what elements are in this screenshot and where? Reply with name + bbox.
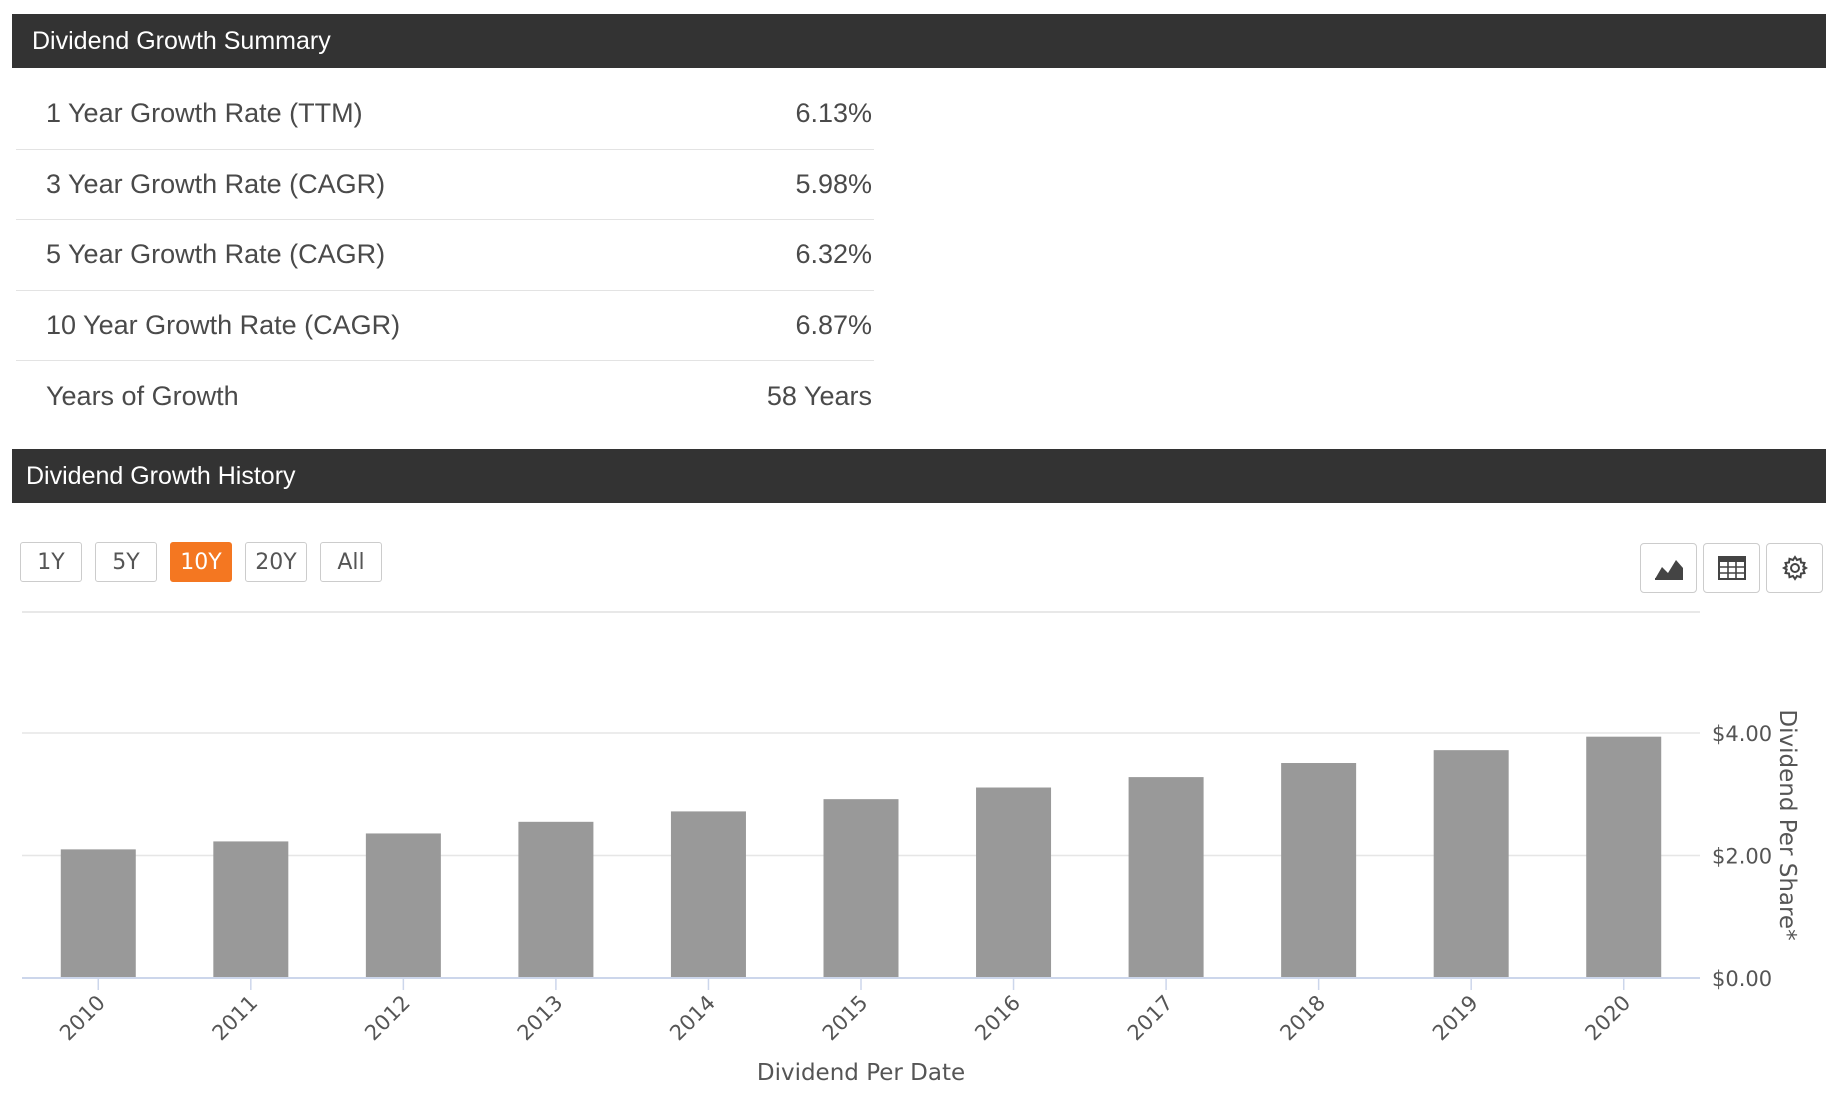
dividend-history-chart: 2010 2011 2012 2013 2014 2015 2016 2017 2018 2019… <box>22 611 1800 1086</box>
summary-row-label: 10 Year Growth Rate (CAGR) <box>46 309 401 340</box>
x-tick-label: 2018 <box>1275 991 1330 1046</box>
area-chart-icon <box>1654 560 1683 580</box>
x-tick-label: 2014 <box>665 991 720 1046</box>
x-tick-label: 2016 <box>970 991 1025 1046</box>
summary-row: 10 Year Growth Rate (CAGR) 6.87% <box>16 291 874 361</box>
bar-2017[interactable] <box>1128 777 1204 978</box>
x-tick-label: 2011 <box>208 991 263 1046</box>
x-tick-label: 2013 <box>513 991 568 1046</box>
history-header: Dividend Growth History <box>12 449 1826 503</box>
x-tick-label: 2015 <box>818 991 873 1046</box>
x-tick-label: 2010 <box>55 991 110 1046</box>
summary-row-value: 6.32% <box>795 239 872 270</box>
bar-2019[interactable] <box>1433 750 1509 978</box>
x-tick-label: 2017 <box>1123 991 1178 1046</box>
bar-2014[interactable] <box>670 811 746 978</box>
bar-2020[interactable] <box>1586 736 1662 978</box>
summary-row: Years of Growth 58 Years <box>16 361 874 432</box>
chart-toolbar <box>1640 543 1829 593</box>
summary-header: Dividend Growth Summary <box>12 14 1826 68</box>
history-title: Dividend Growth History <box>26 461 296 490</box>
bar-2018[interactable] <box>1281 763 1357 978</box>
summary-row-value: 58 Years <box>766 380 872 411</box>
bar-2013[interactable] <box>518 821 594 978</box>
table-icon <box>1717 556 1746 580</box>
chart-bars <box>60 736 1662 978</box>
bar-2012[interactable] <box>365 833 441 978</box>
summary-row-label: Years of Growth <box>46 380 239 411</box>
summary-table: 1 Year Growth Rate (TTM) 6.13% 3 Year Gr… <box>16 79 874 432</box>
x-tick-label: 2019 <box>1428 991 1483 1046</box>
y-axis-label: Dividend Per Share* <box>1774 709 1800 940</box>
x-axis-label: Dividend Per Date <box>757 1060 965 1086</box>
summary-title: Dividend Growth Summary <box>32 26 331 55</box>
summary-row: 5 Year Growth Rate (CAGR) 6.32% <box>16 220 874 291</box>
summary-row-value: 6.13% <box>795 98 872 129</box>
summary-row-label: 5 Year Growth Rate (CAGR) <box>46 239 386 270</box>
range-button-all[interactable]: All <box>320 542 382 582</box>
summary-row-value: 5.98% <box>795 168 872 199</box>
summary-row-label: 1 Year Growth Rate (TTM) <box>46 98 363 129</box>
x-tick-label: 2012 <box>360 991 415 1046</box>
x-axis-ticks: 2010 2011 2012 2013 2014 2015 2016 2017 2018 2019… <box>55 978 1635 1045</box>
summary-row: 3 Year Growth Rate (CAGR) 5.98% <box>16 150 874 220</box>
bar-2016[interactable] <box>976 787 1052 978</box>
x-tick-label: 2020 <box>1580 991 1635 1046</box>
range-button-20y[interactable]: 20Y <box>245 542 307 582</box>
range-button-5y[interactable]: 5Y <box>95 542 157 582</box>
y-axis-ticks: $0.00 $2.00 $4.00 <box>1712 722 1772 991</box>
range-selector: 1Y 5Y 10Y 20Y All <box>20 542 395 582</box>
table-view-button[interactable] <box>1703 543 1760 593</box>
summary-row-value: 6.87% <box>795 309 872 340</box>
bar-2015[interactable] <box>823 799 899 978</box>
y-tick-label: $0.00 <box>1712 967 1772 991</box>
range-button-1y[interactable]: 1Y <box>20 542 82 582</box>
summary-row: 1 Year Growth Rate (TTM) 6.13% <box>16 79 874 150</box>
y-tick-label: $2.00 <box>1712 845 1772 869</box>
summary-row-label: 3 Year Growth Rate (CAGR) <box>46 168 386 199</box>
y-tick-label: $4.00 <box>1712 722 1772 746</box>
gear-icon <box>1781 555 1808 581</box>
settings-button[interactable] <box>1766 543 1823 593</box>
area-chart-button[interactable] <box>1640 543 1697 593</box>
range-button-10y[interactable]: 10Y <box>170 542 232 582</box>
bar-2011[interactable] <box>213 841 289 978</box>
bar-2010[interactable] <box>60 849 136 978</box>
